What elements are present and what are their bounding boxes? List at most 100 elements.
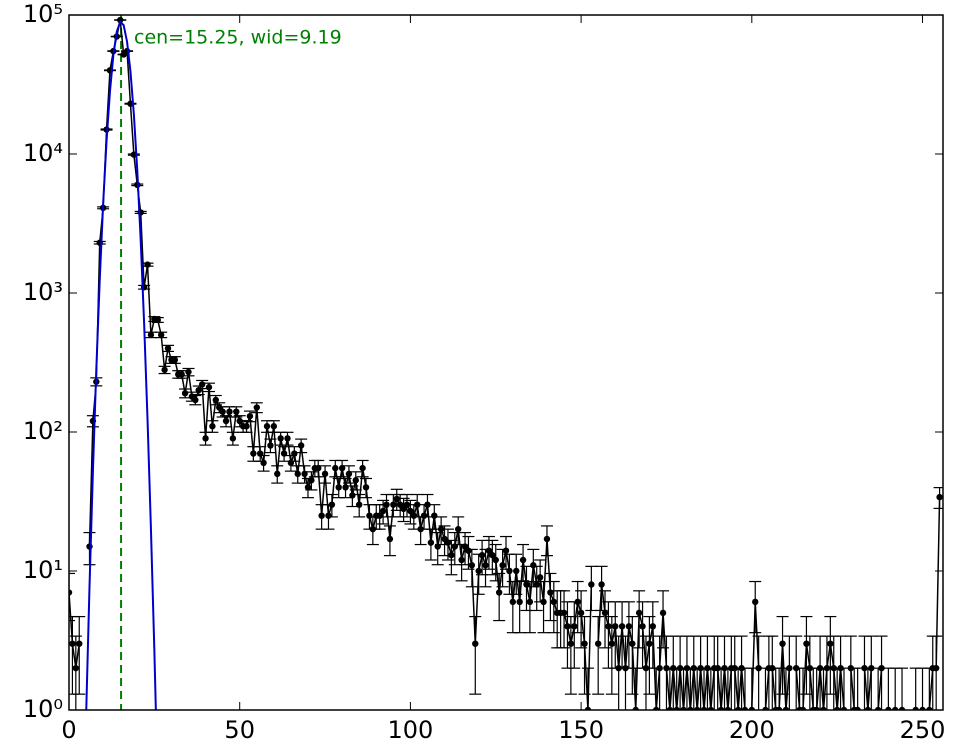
data-point xyxy=(693,706,701,710)
error-bar xyxy=(73,615,86,695)
data-point xyxy=(448,551,455,559)
data-point xyxy=(536,574,544,581)
data-point xyxy=(854,706,861,710)
data-point xyxy=(936,493,943,501)
error-bar xyxy=(844,635,857,710)
data-point xyxy=(912,706,919,710)
data-point xyxy=(209,423,216,430)
error-bar xyxy=(766,635,779,710)
data-point xyxy=(700,706,708,710)
data-point xyxy=(646,640,653,647)
error-bar xyxy=(513,580,526,634)
data-point xyxy=(161,366,168,374)
data-point xyxy=(513,567,520,575)
data-point xyxy=(687,706,694,710)
data-point xyxy=(386,535,394,543)
data-point xyxy=(212,396,220,404)
data-point xyxy=(304,484,312,491)
data-point xyxy=(147,331,155,339)
data-point xyxy=(724,706,732,710)
data-point xyxy=(581,640,588,647)
data-point xyxy=(786,664,793,672)
data-point xyxy=(472,640,479,647)
data-point xyxy=(601,609,609,617)
data-point xyxy=(198,381,206,388)
data-point xyxy=(717,706,725,710)
data-point xyxy=(379,507,387,515)
data-point xyxy=(355,501,363,508)
data-point xyxy=(813,706,820,710)
data-point xyxy=(294,470,301,478)
data-point xyxy=(755,664,762,672)
data-point xyxy=(775,706,783,710)
y-tick-label: 10⁵ xyxy=(23,0,63,28)
error-bar xyxy=(834,635,847,710)
data-point xyxy=(618,623,626,630)
data-point xyxy=(202,435,209,442)
data-point xyxy=(414,501,421,508)
plot-area xyxy=(69,15,943,710)
data-point xyxy=(803,640,810,647)
data-point xyxy=(332,464,339,472)
data-point xyxy=(250,450,257,457)
x-tick-label: 200 xyxy=(729,716,775,744)
data-point xyxy=(164,345,172,352)
data-point xyxy=(444,539,452,546)
data-point xyxy=(342,484,349,491)
data-point xyxy=(291,450,298,457)
data-point xyxy=(117,16,124,24)
data-point xyxy=(594,640,602,647)
data-point xyxy=(892,706,899,710)
data-point xyxy=(325,512,332,519)
data-point xyxy=(932,664,940,672)
y-tick-label: 10¹ xyxy=(23,556,63,584)
data-point xyxy=(328,501,336,508)
data-point xyxy=(605,623,612,630)
data-point xyxy=(263,423,271,430)
data-point xyxy=(157,331,165,339)
data-point xyxy=(321,470,329,478)
data-point xyxy=(632,706,639,710)
error-bar xyxy=(803,635,816,710)
data-point xyxy=(383,501,390,508)
data-point xyxy=(752,598,759,606)
data-point xyxy=(864,706,872,710)
x-tick-label: 50 xyxy=(224,716,255,744)
data-point xyxy=(267,442,274,449)
data-point xyxy=(455,525,462,533)
data-point xyxy=(868,664,875,672)
data-point xyxy=(649,623,657,630)
data-point xyxy=(526,598,534,606)
data-point xyxy=(359,464,366,472)
data-point xyxy=(874,706,882,710)
data-point xyxy=(543,535,551,543)
x-tick-label: 100 xyxy=(388,716,434,744)
y-tick-label: 10³ xyxy=(23,278,63,306)
data-point xyxy=(475,567,482,575)
data-point xyxy=(233,408,240,415)
data-point xyxy=(338,464,346,472)
data-point xyxy=(673,706,680,710)
data-point xyxy=(588,581,595,588)
data-point xyxy=(495,589,503,596)
data-point xyxy=(823,664,831,672)
data-point xyxy=(564,623,571,630)
data-point xyxy=(799,706,807,710)
error-bar xyxy=(749,580,762,634)
data-point xyxy=(297,442,305,449)
data-point xyxy=(226,408,233,415)
data-point xyxy=(499,562,506,569)
y-tick-label: 10⁰ xyxy=(23,695,63,723)
data-point xyxy=(69,640,76,647)
data-point xyxy=(642,664,650,672)
data-point xyxy=(243,423,250,430)
data-point xyxy=(318,512,325,519)
data-point xyxy=(509,598,517,606)
data-point xyxy=(178,371,185,378)
data-point xyxy=(465,547,472,554)
data-point xyxy=(362,484,370,491)
data-point xyxy=(72,664,80,672)
fit-curve xyxy=(85,19,157,710)
